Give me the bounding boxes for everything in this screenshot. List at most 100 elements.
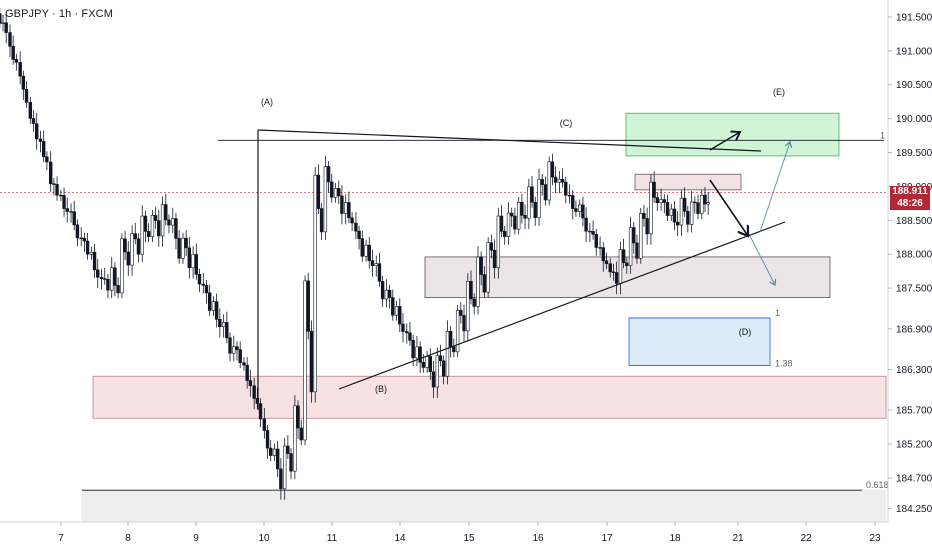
candle-body bbox=[380, 281, 385, 300]
candle-body bbox=[282, 445, 287, 490]
alt-projection-arrow-up bbox=[759, 142, 790, 233]
candle-body bbox=[669, 208, 673, 216]
candle-body bbox=[269, 447, 273, 456]
candle-body bbox=[703, 194, 707, 205]
candle-body bbox=[258, 403, 263, 420]
fib-level-label: 0.618 bbox=[866, 480, 889, 490]
candle-body bbox=[567, 194, 572, 197]
candle-body bbox=[618, 249, 623, 284]
candle-body bbox=[14, 59, 19, 63]
candle-body bbox=[706, 202, 710, 205]
candle-body bbox=[65, 208, 69, 212]
candle-body bbox=[204, 285, 209, 294]
candle-body bbox=[72, 211, 76, 226]
candle-body bbox=[289, 453, 293, 472]
x-tick-label: 7 bbox=[58, 533, 64, 544]
candle-body bbox=[611, 271, 616, 273]
candle-body bbox=[387, 289, 392, 298]
candle-body bbox=[153, 215, 158, 221]
candle-body bbox=[578, 204, 582, 212]
candle-body bbox=[594, 234, 598, 248]
candle-body bbox=[557, 178, 562, 183]
candle-body bbox=[350, 217, 354, 224]
alt-projection-arrow-down bbox=[749, 235, 775, 285]
current-price-tag: 188.911 48:26 bbox=[890, 186, 930, 210]
candle-body bbox=[55, 184, 59, 196]
candle-body bbox=[235, 346, 239, 350]
candle-body bbox=[313, 174, 317, 393]
candle-body bbox=[41, 141, 46, 158]
candle-body bbox=[299, 427, 303, 441]
candle-body bbox=[293, 405, 297, 472]
y-tick-label: 190.000 bbox=[896, 114, 932, 125]
candle-body bbox=[405, 331, 409, 334]
x-tick-label: 16 bbox=[532, 533, 544, 544]
candle-body bbox=[516, 201, 521, 230]
candle-body bbox=[45, 156, 49, 163]
candle-body bbox=[374, 263, 378, 267]
candle-body bbox=[99, 276, 104, 279]
candle-body bbox=[608, 263, 612, 273]
candle-body bbox=[482, 274, 487, 293]
candle-body bbox=[672, 208, 677, 223]
candle-body bbox=[479, 256, 483, 275]
candle-body bbox=[415, 346, 419, 359]
candle-body bbox=[604, 260, 609, 265]
candle-body bbox=[323, 166, 328, 233]
y-tick-label: 184.700 bbox=[896, 473, 932, 484]
candle-body bbox=[110, 267, 114, 291]
y-tick-label: 191.000 bbox=[896, 46, 932, 57]
candle-body bbox=[394, 306, 399, 316]
candle-body bbox=[384, 289, 389, 300]
candle-body bbox=[157, 220, 161, 237]
candle-body bbox=[642, 213, 646, 219]
candle-body bbox=[126, 251, 130, 266]
candle-body bbox=[85, 240, 90, 255]
candle-body bbox=[693, 201, 697, 204]
candle-body bbox=[232, 346, 236, 354]
candle-body bbox=[506, 212, 511, 237]
candle-body bbox=[540, 179, 544, 185]
y-tick-label: 186.300 bbox=[896, 365, 932, 376]
candle-body bbox=[123, 238, 127, 253]
candle-body bbox=[448, 330, 453, 347]
y-tick-label: 191.500 bbox=[896, 12, 932, 23]
x-tick-label: 23 bbox=[869, 533, 881, 544]
candle-body bbox=[133, 233, 137, 240]
candle-body bbox=[455, 309, 460, 353]
y-tick-label: 186.900 bbox=[896, 324, 932, 335]
candle-body bbox=[571, 195, 575, 209]
y-tick-label: 187.500 bbox=[896, 284, 932, 295]
x-tick-label: 22 bbox=[800, 533, 812, 544]
candle-body bbox=[584, 217, 588, 232]
candle-body bbox=[191, 254, 195, 269]
candle-body bbox=[486, 242, 490, 293]
candle-body bbox=[337, 188, 341, 197]
bottom-zone bbox=[81, 489, 887, 523]
candle-body bbox=[146, 231, 151, 237]
candle-body bbox=[411, 340, 415, 359]
candle-body bbox=[469, 281, 473, 300]
candle-body bbox=[62, 195, 66, 209]
candle-body bbox=[367, 244, 371, 261]
x-tick-label: 10 bbox=[258, 533, 270, 544]
candle-body bbox=[533, 201, 537, 218]
candle-body bbox=[466, 281, 470, 332]
wave-label-a: (A) bbox=[261, 97, 273, 107]
candle-body bbox=[136, 238, 141, 255]
candle-body bbox=[398, 306, 402, 325]
fib-level-label: 1.38 bbox=[775, 358, 793, 368]
candle-body bbox=[96, 269, 100, 278]
candle-body bbox=[89, 251, 94, 255]
candle-body bbox=[214, 301, 219, 320]
candle-body bbox=[103, 278, 107, 280]
candle-body bbox=[309, 330, 314, 393]
candle-body bbox=[445, 330, 450, 377]
candle-body bbox=[160, 204, 165, 237]
lower-trendline bbox=[338, 221, 786, 390]
candle-body bbox=[194, 254, 199, 275]
y-tick-label: 185.200 bbox=[896, 440, 932, 451]
y-tick-label: 188.500 bbox=[896, 216, 932, 227]
candle-body bbox=[435, 355, 439, 388]
